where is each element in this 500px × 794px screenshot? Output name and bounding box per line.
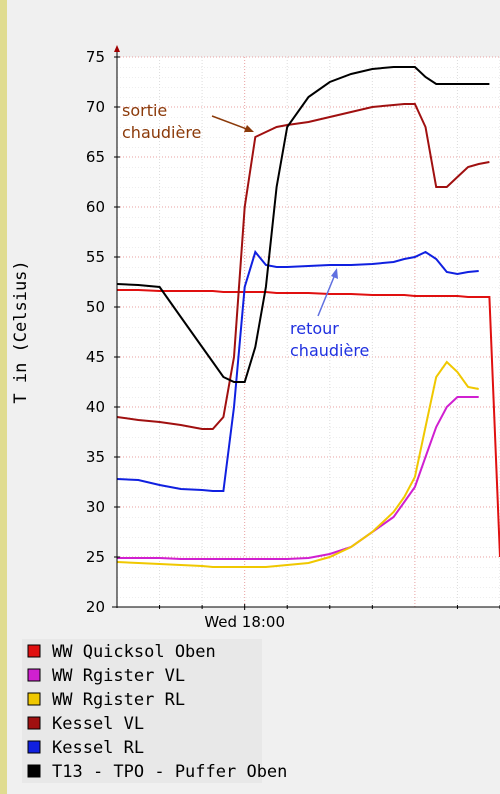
y-tick-label: 20 [86,598,105,616]
annotation-arrowhead [244,125,254,132]
annotation: sortie [122,101,167,120]
y-tick-label: 70 [86,98,105,116]
annotation: chaudière [122,123,201,142]
legend-bg [22,711,262,735]
legend-swatch [27,740,41,754]
series-line [116,66,490,383]
legend-bg [22,759,262,783]
annotation-arrow [317,271,337,317]
series-line [116,360,479,568]
y-tick-label: 35 [86,448,105,466]
y-tick-label: 45 [86,348,105,366]
legend-bg [22,663,262,687]
legend-label: WW Rgister VL [52,666,185,686]
legend-bg [22,687,262,711]
y-tick-label: 50 [86,298,105,316]
axis-arrow [114,45,120,52]
series-line [117,396,479,560]
frame-edge [0,0,7,794]
legend-label: WW Rgister RL [52,690,185,710]
legend-swatch [27,692,41,706]
legend-label: Kessel RL [52,738,144,758]
legend-swatch [27,764,41,778]
annotation-arrow [211,115,253,132]
legend-bg [22,639,262,663]
legend-label: WW Quicksol Oben [52,642,216,662]
y-tick-label: 65 [86,148,105,166]
annotation: chaudière [290,341,369,360]
legend-label: Kessel VL [52,714,144,734]
series-line [116,103,490,430]
y-tick-label: 40 [86,398,105,416]
y-axis-label: T in (Celsius) [11,260,31,403]
legend-swatch [27,644,41,658]
minor-grid [117,57,500,607]
legend-swatch [27,716,41,730]
series-line [117,289,500,558]
x-tick-label: Wed 18:00 [204,613,285,631]
y-tick-label: 25 [86,548,105,566]
annotation: retour [290,319,339,338]
y-tick-label: 55 [86,248,105,266]
legend-label: T13 - TPO - Puffer Oben [52,762,287,782]
y-tick-label: 30 [86,498,105,516]
y-tick-label: 75 [86,48,105,66]
legend-swatch [27,668,41,682]
y-tick-label: 60 [86,198,105,216]
annotation-arrowhead [331,268,338,279]
legend-bg [22,735,262,759]
